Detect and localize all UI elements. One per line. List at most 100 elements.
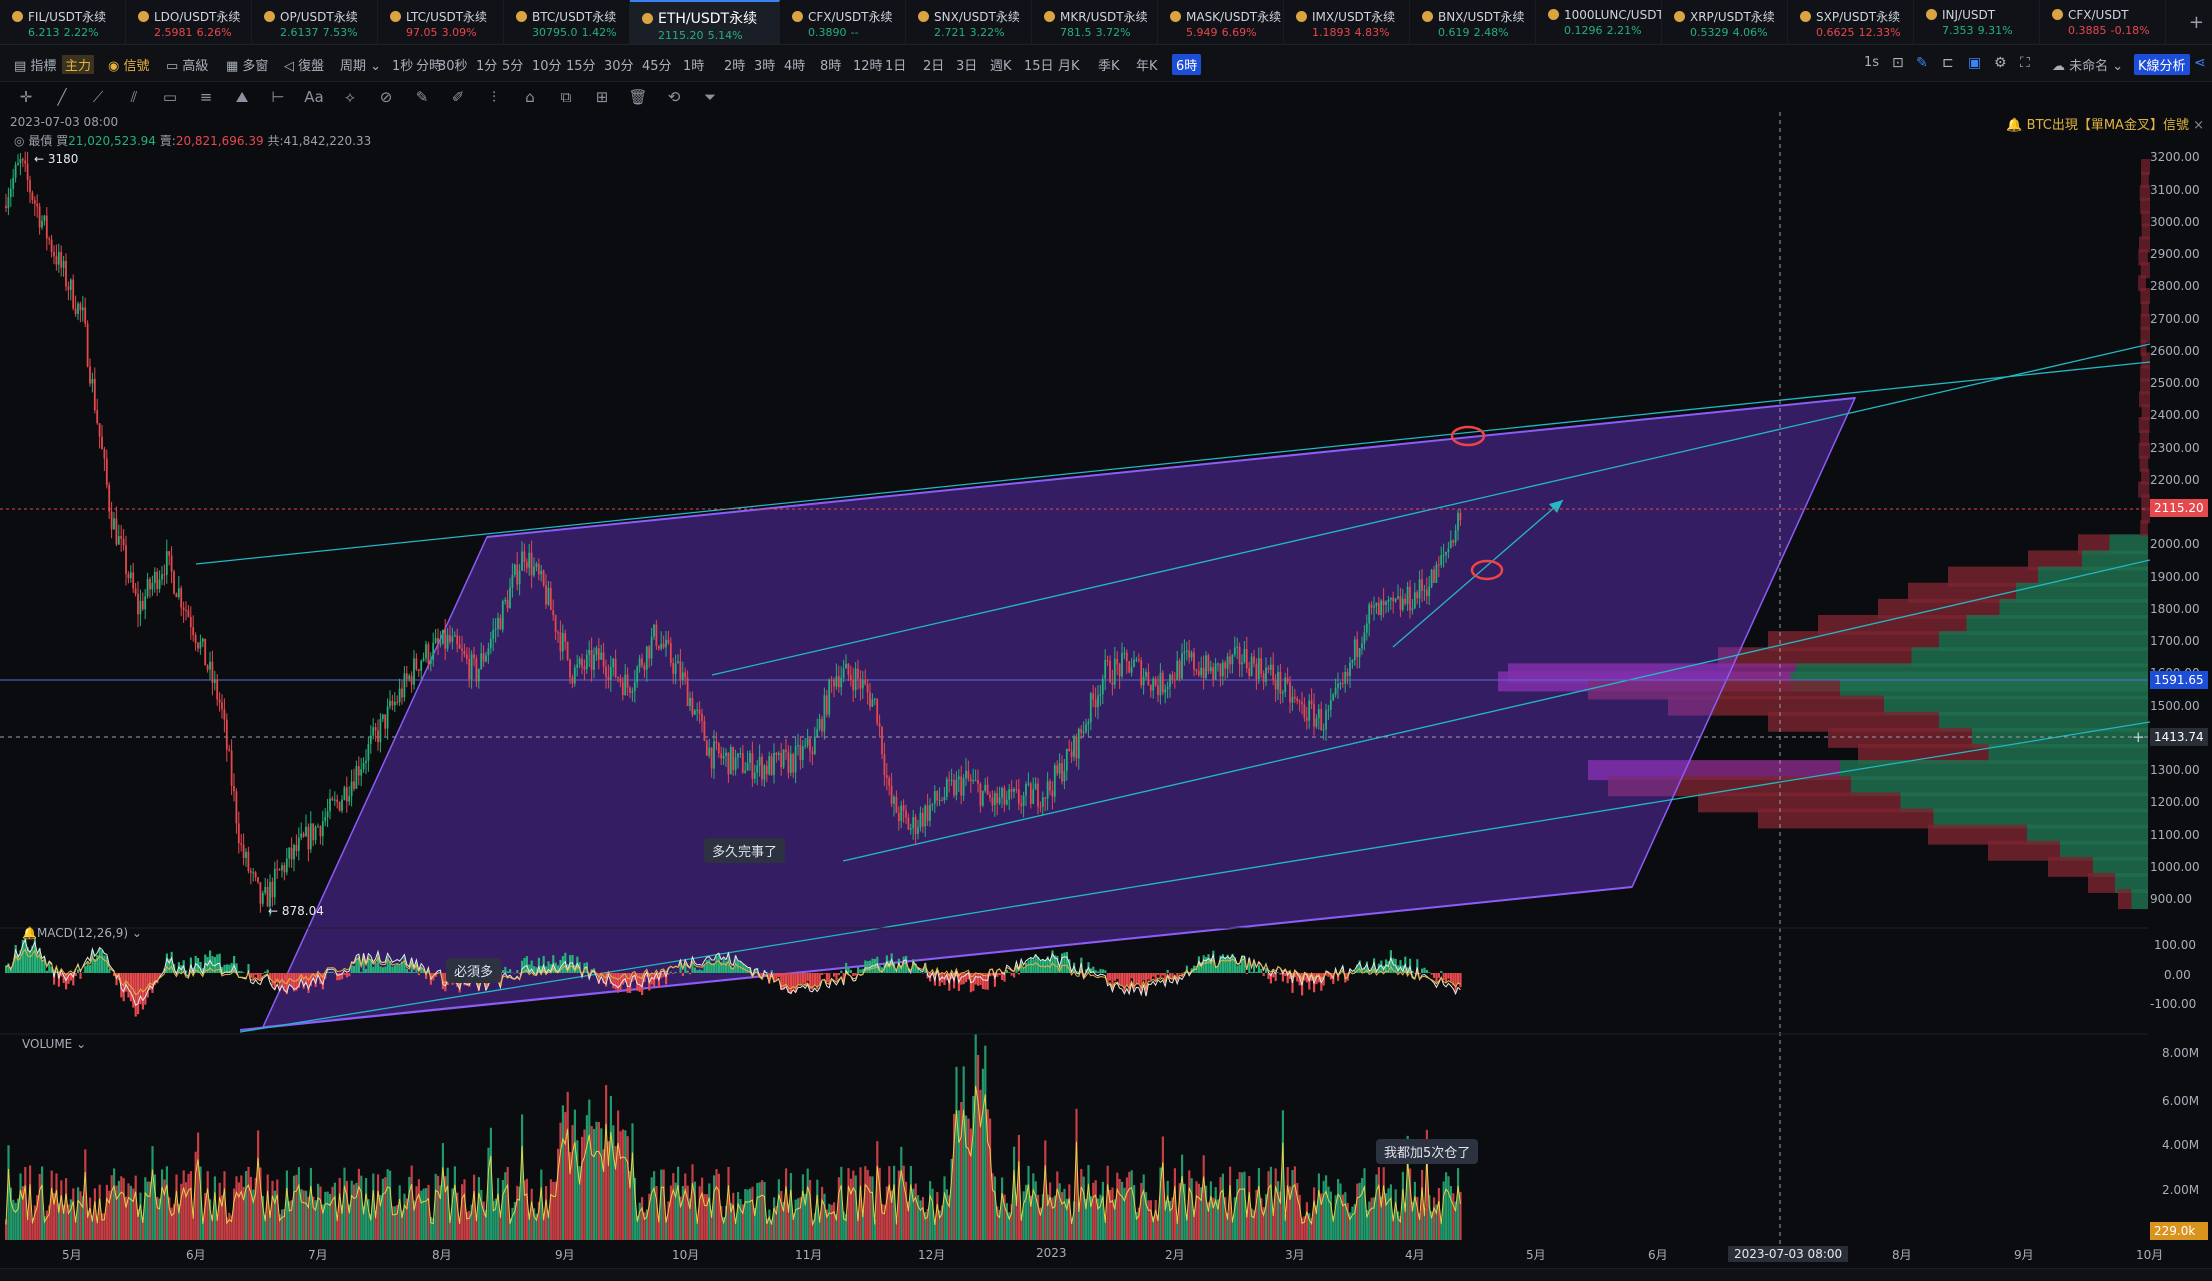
add-level-icon[interactable]: + — [2132, 728, 2145, 746]
parallel-channel[interactable] — [263, 398, 1855, 1027]
filter-icon[interactable]: ⏷ — [700, 87, 720, 107]
interval-button[interactable]: 1日 — [885, 55, 906, 74]
trash-icon[interactable]: 🗑 — [628, 87, 648, 107]
interval-button[interactable]: 1時 — [683, 55, 704, 74]
time-tick-label: 8月 — [1892, 1246, 1912, 1263]
camera-icon[interactable]: ⊡ — [1892, 55, 1904, 71]
trendline-icon[interactable]: ╱ — [52, 87, 72, 107]
share-icon[interactable]: ⋖ — [2194, 55, 2206, 71]
macd-histogram-bar — [617, 973, 619, 993]
eraser-icon[interactable]: ✐ — [448, 87, 468, 107]
pattern-icon[interactable]: ⛰ — [232, 87, 252, 107]
interval-button[interactable]: 5分 — [502, 55, 523, 74]
kline-analysis-button[interactable]: K線分析 — [2134, 54, 2190, 75]
interval-button[interactable]: 3時 — [754, 55, 775, 74]
candle-body — [315, 827, 317, 840]
interval-button[interactable]: 15分 — [566, 55, 596, 74]
interval-button[interactable]: 45分 — [642, 55, 672, 74]
chart-icon[interactable]: ⊞ — [592, 87, 612, 107]
interval-button[interactable]: 30分 — [604, 55, 634, 74]
advanced-button[interactable]: ▭ 高級 — [166, 55, 208, 74]
annotation-note-2[interactable]: 必須多 — [446, 958, 501, 983]
crosshair-icon[interactable]: ✛ — [16, 87, 36, 107]
fullscreen-icon[interactable]: ⛶ — [2020, 55, 2030, 71]
multi-window-button[interactable]: ▦ 多窗 — [226, 55, 268, 74]
price-chart[interactable] — [0, 112, 2150, 1246]
layout-name-dropdown[interactable]: ☁ 未命名 ⌄ — [2052, 55, 2123, 74]
candle-body — [65, 261, 67, 287]
interval-button[interactable]: 12時 — [853, 55, 883, 74]
gear-icon[interactable]: ⚙ — [1994, 55, 2007, 71]
candle-body — [1220, 663, 1222, 676]
interval-button[interactable]: 週K — [990, 55, 1012, 74]
interval-button[interactable]: 月K — [1058, 55, 1080, 74]
close-icon[interactable]: × — [2193, 118, 2204, 133]
interval-button[interactable]: 2時 — [724, 55, 745, 74]
add-tab-icon[interactable]: + — [2189, 12, 2204, 33]
pen-icon[interactable]: ✎ — [412, 87, 432, 107]
lock-icon[interactable]: ⌂ — [520, 87, 540, 107]
interval-button[interactable]: 30秒 — [438, 55, 468, 74]
level-tag-2[interactable]: 1413.74 — [2150, 728, 2208, 746]
macd-label[interactable]: 🔔MACD(12,26,9) ⌄ — [22, 926, 142, 940]
highlighter-icon[interactable]: ⊘ — [376, 87, 396, 107]
rectangle-icon[interactable]: ▭ — [160, 87, 180, 107]
text-icon[interactable]: Aa — [304, 87, 324, 107]
annotation-note-3[interactable]: 我都加5次仓了 — [1376, 1139, 1478, 1164]
interval-button[interactable]: 8時 — [820, 55, 841, 74]
interval-button[interactable]: 季K — [1098, 55, 1120, 74]
measure-icon[interactable]: ⊢ — [268, 87, 288, 107]
level-tag-1[interactable]: 1591.65 — [2150, 671, 2208, 689]
interval-button[interactable]: 15日 — [1024, 55, 1054, 74]
parallel-channel-icon[interactable]: ⫽ — [124, 87, 144, 107]
bookmark-icon[interactable]: ⊏ — [1942, 55, 1954, 71]
interval-button[interactable]: 3日 — [956, 55, 977, 74]
magnet-icon[interactable]: ⟲ — [664, 87, 684, 107]
fib-icon[interactable]: ≡ — [196, 87, 216, 107]
interval-button[interactable]: 年K — [1136, 55, 1158, 74]
brush-icon[interactable]: ⟡ — [340, 87, 360, 107]
ray-icon[interactable]: ⟋ — [88, 87, 108, 107]
candle-body — [1421, 579, 1423, 590]
copy-icon[interactable]: ⧉ — [556, 87, 576, 107]
annotation-note-1[interactable]: 多久完事了 — [704, 838, 785, 863]
volume-bar — [600, 1128, 602, 1240]
ruler-icon[interactable]: ⫶ — [484, 87, 504, 107]
pen-icon[interactable]: ✎ — [1916, 55, 1928, 71]
interval-button[interactable]: 2日 — [923, 55, 944, 74]
interval-button[interactable]: 1秒 — [392, 55, 413, 74]
main-badge[interactable]: 主力 — [62, 55, 94, 74]
interval-button[interactable]: 4時 — [784, 55, 805, 74]
volume-bar — [847, 1168, 849, 1240]
interval-1s-button[interactable]: 1s — [1864, 55, 1879, 70]
interval-button[interactable]: 10分 — [532, 55, 562, 74]
indicators-button[interactable]: ▤ 指標 — [14, 55, 56, 74]
replay-button[interactable]: ◁ 復盤 — [284, 55, 324, 74]
candle-body — [48, 238, 50, 239]
volume-label[interactable]: VOLUME ⌄ — [22, 1037, 86, 1051]
screen-icon[interactable]: ▣ — [1968, 55, 1981, 71]
volume-bar — [247, 1167, 249, 1240]
interval-button[interactable]: 6時 — [1172, 54, 1201, 75]
period-dropdown[interactable]: 周期 ⌄ — [340, 55, 381, 74]
interval-button[interactable]: 1分 — [476, 55, 497, 74]
signal-button[interactable]: ◉ 信號 — [108, 55, 150, 74]
